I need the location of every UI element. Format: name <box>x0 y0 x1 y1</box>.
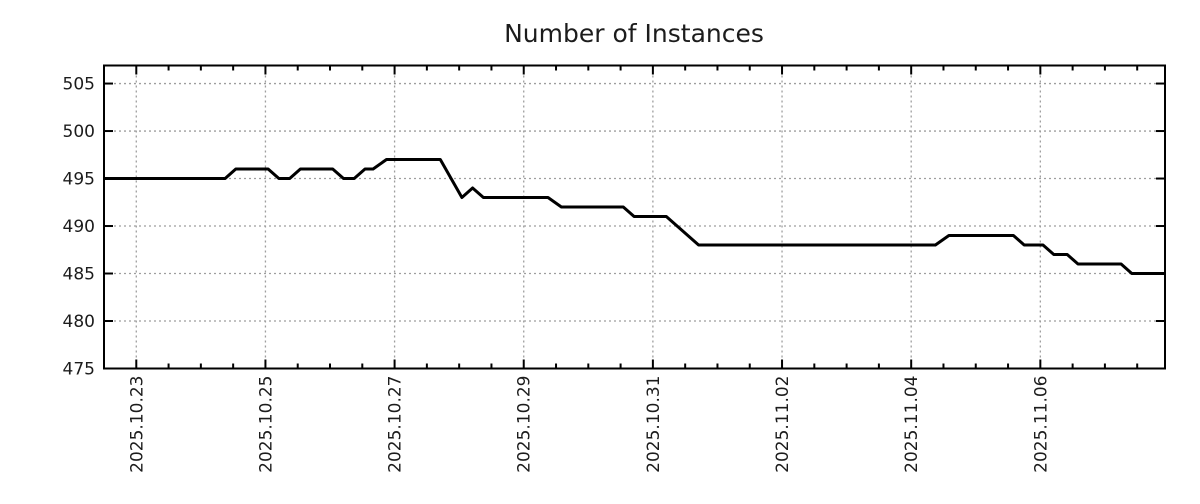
chart-title: Number of Instances <box>504 19 764 48</box>
series-line <box>104 158 1165 275</box>
label-layer: 475 480 485 490 495 500 505 2025.10.23 2025.10.2… <box>63 75 1052 473</box>
y-tick-label: 495 <box>63 170 95 190</box>
y-tick-label: 475 <box>63 360 95 380</box>
y-tick-label: 500 <box>63 122 95 142</box>
x-tick-label: 2025.10.29 <box>515 376 535 473</box>
y-tick-label: 485 <box>63 265 95 285</box>
series-layer <box>104 158 1165 275</box>
y-tick-label: 505 <box>63 75 95 95</box>
x-tick-label: 2025.11.04 <box>902 376 922 473</box>
x-tick-label: 2025.10.27 <box>386 376 406 473</box>
y-tick-label: 480 <box>63 312 95 332</box>
x-tick-label: 2025.11.02 <box>773 376 793 473</box>
x-tick-label: 2025.10.23 <box>127 376 147 473</box>
plot-border <box>103 64 1166 370</box>
y-tick-label: 490 <box>63 217 95 237</box>
x-tick-label: 2025.10.31 <box>644 376 664 473</box>
x-tick-label: 2025.10.25 <box>256 376 276 473</box>
x-tick-label: 2025.11.06 <box>1031 376 1051 473</box>
